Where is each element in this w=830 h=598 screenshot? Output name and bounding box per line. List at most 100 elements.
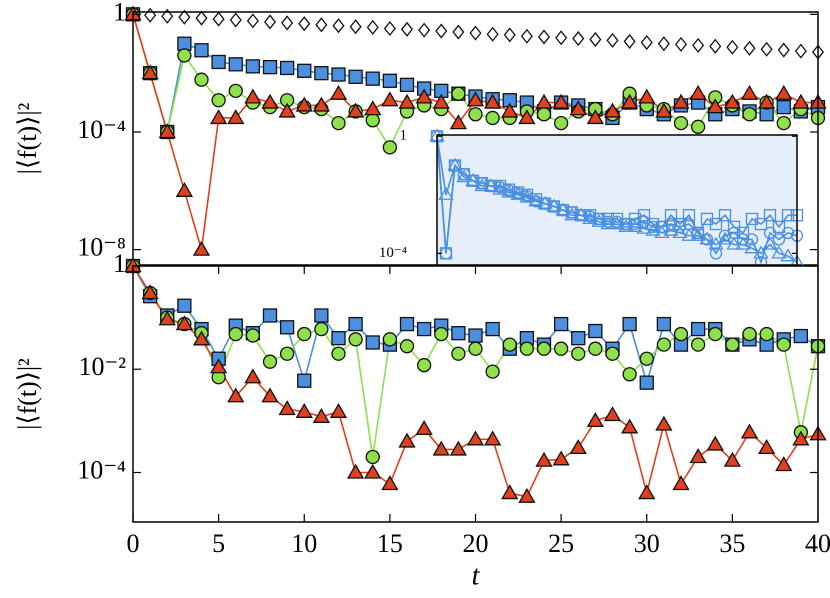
marker bbox=[744, 240, 760, 254]
marker bbox=[416, 321, 432, 337]
marker bbox=[177, 298, 192, 313]
marker bbox=[622, 367, 637, 382]
marker bbox=[451, 86, 466, 101]
marker bbox=[262, 59, 278, 75]
marker bbox=[209, 358, 228, 374]
marker bbox=[757, 93, 776, 109]
marker bbox=[245, 328, 261, 343]
marker bbox=[723, 451, 742, 467]
marker bbox=[709, 38, 722, 54]
plot-frame bbox=[436, 134, 798, 266]
marker bbox=[468, 328, 483, 343]
marker bbox=[432, 93, 450, 109]
marker bbox=[771, 245, 787, 259]
y-tick-label: 10⁻² bbox=[78, 352, 126, 381]
marker bbox=[364, 100, 382, 116]
marker bbox=[245, 59, 261, 74]
marker bbox=[760, 41, 773, 57]
x-tick-label: 5 bbox=[212, 529, 225, 558]
plot-background bbox=[133, 266, 818, 522]
marker bbox=[348, 69, 363, 84]
marker bbox=[637, 215, 651, 228]
marker bbox=[583, 210, 597, 223]
x-tick-label: 40 bbox=[805, 529, 830, 558]
marker bbox=[655, 220, 669, 234]
marker bbox=[664, 217, 678, 231]
marker bbox=[745, 233, 759, 246]
marker bbox=[553, 316, 569, 332]
marker bbox=[229, 12, 242, 28]
x-axis-label: t bbox=[472, 560, 481, 591]
marker bbox=[536, 107, 552, 122]
marker bbox=[589, 31, 602, 47]
marker bbox=[573, 207, 589, 221]
marker bbox=[565, 206, 579, 219]
marker bbox=[537, 29, 551, 45]
marker bbox=[381, 91, 399, 107]
marker bbox=[762, 236, 778, 250]
marker bbox=[175, 315, 194, 331]
marker bbox=[776, 337, 791, 352]
marker bbox=[706, 98, 724, 114]
marker bbox=[246, 13, 259, 29]
marker bbox=[295, 96, 313, 112]
marker bbox=[366, 19, 379, 35]
marker bbox=[518, 487, 536, 503]
marker bbox=[331, 115, 346, 131]
marker bbox=[331, 331, 346, 346]
marker bbox=[349, 19, 362, 35]
marker bbox=[628, 217, 642, 231]
y-axis-label: |⟨f(t)⟩|² bbox=[13, 358, 42, 430]
marker bbox=[681, 227, 697, 241]
marker bbox=[449, 440, 468, 456]
marker bbox=[452, 24, 465, 40]
marker bbox=[571, 331, 586, 346]
marker bbox=[673, 220, 687, 234]
marker bbox=[552, 450, 570, 466]
marker bbox=[141, 284, 159, 300]
marker bbox=[654, 225, 670, 239]
marker bbox=[792, 93, 810, 109]
marker bbox=[742, 107, 757, 122]
marker bbox=[502, 337, 517, 352]
y-tick-label: 10⁻⁴ bbox=[379, 245, 407, 261]
marker bbox=[297, 373, 312, 388]
marker bbox=[227, 109, 245, 125]
y-tick-label: 1 bbox=[113, 0, 126, 26]
marker bbox=[435, 23, 448, 39]
marker bbox=[312, 407, 331, 423]
y-tick-label: 10⁻⁴ bbox=[77, 455, 126, 484]
marker bbox=[588, 341, 603, 356]
marker bbox=[740, 84, 759, 100]
marker bbox=[447, 157, 463, 171]
marker bbox=[451, 346, 466, 361]
marker bbox=[329, 84, 348, 100]
marker bbox=[279, 60, 295, 76]
marker bbox=[571, 346, 586, 361]
marker bbox=[672, 93, 690, 109]
marker bbox=[485, 110, 500, 126]
y-axis-label: |⟨f(t)⟩|² bbox=[13, 102, 42, 174]
marker bbox=[399, 316, 415, 332]
marker bbox=[699, 231, 715, 245]
marker bbox=[610, 215, 624, 228]
marker bbox=[586, 412, 605, 428]
marker bbox=[192, 330, 211, 346]
marker bbox=[244, 368, 262, 384]
marker bbox=[415, 88, 433, 104]
marker bbox=[278, 400, 296, 416]
marker bbox=[281, 15, 294, 31]
marker bbox=[315, 17, 328, 33]
marker bbox=[295, 402, 313, 418]
marker bbox=[485, 321, 500, 337]
marker bbox=[298, 16, 311, 32]
marker bbox=[742, 326, 757, 342]
marker bbox=[569, 439, 587, 455]
marker bbox=[690, 321, 706, 337]
x-tick-label: 20 bbox=[463, 529, 489, 558]
marker bbox=[555, 202, 571, 216]
marker bbox=[743, 40, 756, 56]
marker bbox=[655, 415, 673, 431]
marker bbox=[709, 247, 723, 260]
